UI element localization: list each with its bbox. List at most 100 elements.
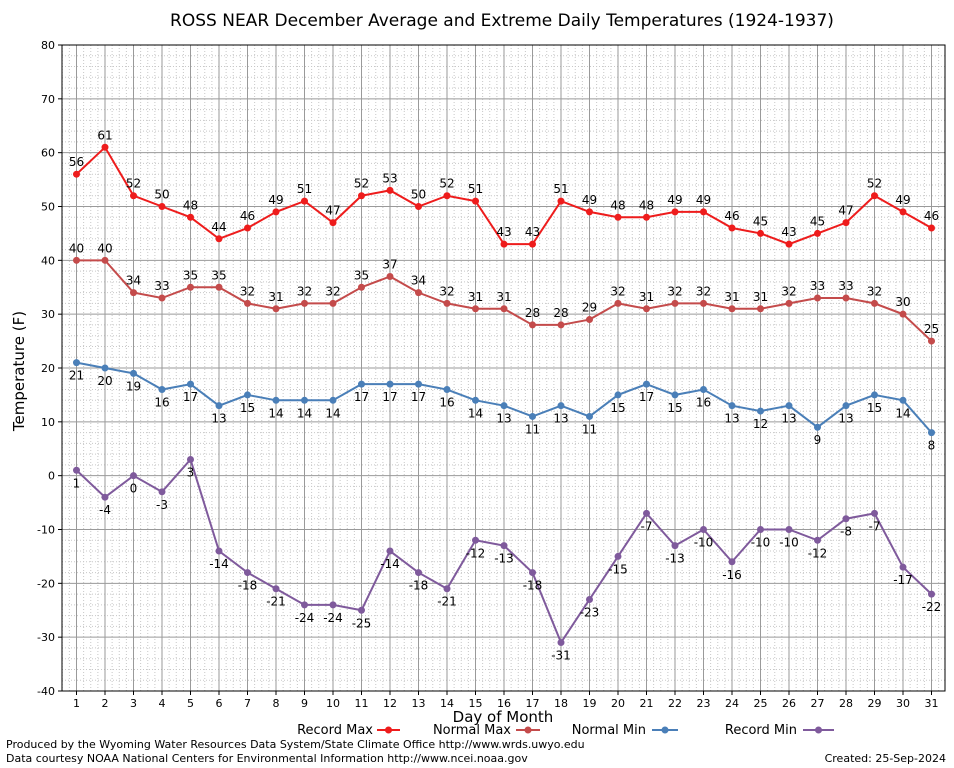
x-tick-label: 13 — [412, 697, 426, 710]
normal-min-data-label: 19 — [126, 379, 141, 393]
normal-max-point — [899, 310, 907, 318]
record-max-data-label: 47 — [325, 204, 340, 218]
record-max-point — [244, 224, 251, 232]
normal-max-point — [472, 305, 479, 313]
y-tick-label: 70 — [41, 93, 55, 106]
normal-max-point — [329, 299, 337, 307]
legend-swatch-marker — [661, 726, 669, 734]
normal-min-data-label: 11 — [582, 422, 597, 436]
record-max-point — [358, 192, 365, 200]
normal-min-data-label: 16 — [439, 396, 454, 410]
normal-min-point — [586, 412, 593, 420]
normal-min-point — [643, 380, 650, 388]
normal-min-point — [757, 407, 764, 415]
normal-max-point — [500, 305, 508, 313]
record-min-point — [557, 639, 565, 647]
record-min-data-label: -12 — [466, 546, 486, 560]
legend-label-record-max: Record Max — [297, 723, 373, 738]
normal-min-point — [272, 396, 280, 404]
record-max-data-label: 51 — [553, 182, 568, 196]
record-min-data-label: -7 — [641, 519, 653, 533]
x-tick-label: 27 — [811, 697, 825, 710]
normal-min-data-label: 16 — [696, 396, 711, 410]
record-min-point — [415, 569, 422, 577]
record-max-data-label: 43 — [781, 225, 796, 239]
record-max-data-label: 52 — [354, 177, 369, 191]
record-max-point — [415, 203, 422, 210]
record-min-data-label: -3 — [156, 498, 168, 512]
normal-max-point — [928, 337, 935, 345]
x-tick-label: 22 — [668, 697, 682, 710]
normal-max-data-label: 32 — [667, 284, 682, 298]
record-max-point — [500, 240, 508, 248]
normal-max-point — [842, 294, 850, 302]
record-min-point — [757, 526, 764, 533]
record-min-data-label: -21 — [437, 595, 457, 609]
normal-max-data-label: 32 — [696, 284, 711, 298]
record-min-point — [700, 526, 707, 533]
normal-max-point — [785, 299, 793, 307]
record-min-point — [586, 595, 593, 603]
normal-min-data-label: 17 — [639, 390, 654, 404]
record-max-point — [472, 197, 479, 205]
record-min-point — [500, 542, 508, 550]
x-tick-label: 2 — [102, 697, 109, 710]
normal-max-data-label: 33 — [154, 279, 169, 293]
x-tick-label: 15 — [469, 697, 483, 710]
normal-min-data-label: 13 — [211, 412, 226, 426]
x-tick-label: 11 — [355, 697, 369, 710]
record-max-data-label: 52 — [867, 177, 882, 191]
record-max-point — [557, 197, 565, 205]
record-max-data-label: 45 — [810, 214, 825, 228]
record-min-point — [671, 542, 679, 550]
record-min-data-label: -4 — [99, 503, 111, 517]
record-min-point — [272, 585, 280, 593]
normal-max-point — [757, 305, 764, 313]
record-min-data-label: -12 — [808, 546, 828, 560]
record-min-point — [215, 547, 223, 555]
record-min-point — [329, 601, 337, 609]
record-min-point — [158, 488, 166, 496]
y-tick-label: 40 — [41, 254, 55, 267]
record-max-point — [700, 208, 707, 216]
y-tick-label: 80 — [41, 39, 55, 52]
normal-min-data-label: 13 — [781, 412, 796, 426]
normal-max-data-label: 31 — [724, 290, 739, 304]
normal-max-point — [700, 299, 707, 307]
normal-min-data-label: 14 — [297, 406, 312, 420]
record-max-point — [785, 240, 793, 248]
record-max-point — [814, 229, 821, 237]
record-max-point — [728, 224, 736, 232]
normal-min-point — [301, 396, 308, 404]
record-min-data-label: -14 — [209, 557, 229, 571]
normal-max-data-label: 40 — [97, 241, 112, 255]
normal-min-point — [130, 369, 137, 377]
record-max-data-label: 44 — [211, 220, 226, 234]
normal-max-data-label: 31 — [268, 290, 283, 304]
normal-max-point — [244, 299, 251, 307]
normal-min-data-label: 15 — [610, 401, 625, 415]
legend-swatch-marker — [385, 726, 392, 734]
record-max-point — [928, 224, 935, 232]
legend-item-record-min: Record Min — [725, 723, 834, 738]
normal-min-data-label: 13 — [838, 412, 853, 426]
record-max-point — [301, 197, 308, 205]
normal-min-point — [728, 402, 736, 410]
normal-min-data-label: 14 — [325, 406, 340, 420]
normal-max-data-label: 34 — [126, 274, 141, 288]
footer-data-courtesy: Data courtesy NOAA National Centers for … — [6, 752, 528, 765]
normal-max-data-label: 25 — [924, 322, 939, 336]
record-min-point — [187, 456, 194, 464]
normal-min-data-label: 21 — [69, 369, 84, 383]
record-max-data-label: 45 — [753, 214, 768, 228]
normal-max-point — [443, 299, 451, 307]
record-min-data-label: -8 — [840, 525, 852, 539]
record-min-data-label: -18 — [409, 579, 429, 593]
normal-max-point — [301, 299, 308, 307]
x-tick-label: 3 — [130, 697, 137, 710]
record-max-data-label: 49 — [667, 193, 682, 207]
x-tick-label: 7 — [244, 697, 251, 710]
x-tick-label: 9 — [301, 697, 308, 710]
series-group: 56 61 52 50 48 44 46 49 51 47 52 53 50 52 51 43 43 51 49 48… — [69, 128, 941, 662]
normal-min-data-label: 15 — [240, 401, 255, 415]
